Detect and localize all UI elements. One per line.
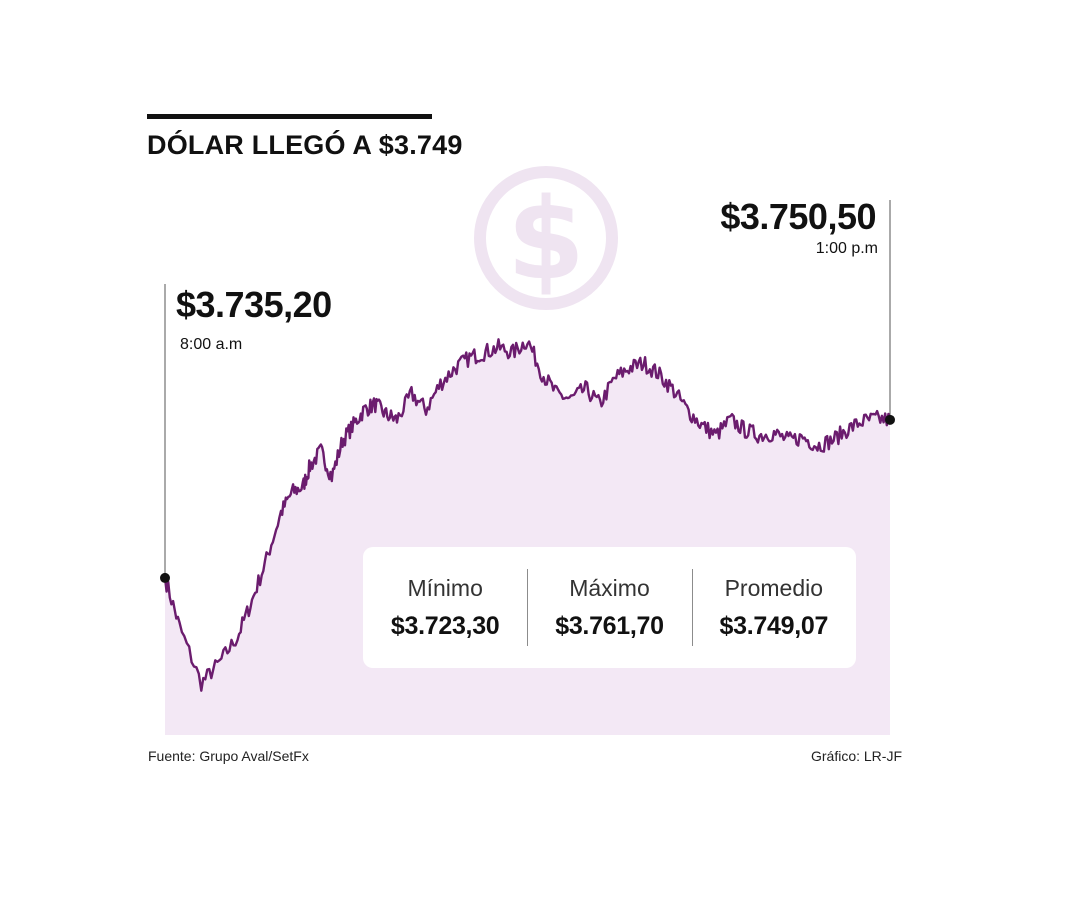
- end-point: [885, 414, 895, 425]
- stat-maximum: Máximo $3.761,70: [527, 547, 691, 668]
- stat-minimum: Mínimo $3.723,30: [363, 547, 527, 668]
- end-time-label: 1:00 p.m: [815, 240, 878, 257]
- stat-value: $3.723,30: [390, 611, 500, 640]
- dollar-coin-icon: $: [474, 166, 618, 310]
- stat-average: Promedio $3.749,07: [691, 547, 856, 668]
- start-price-label: $3.735,20: [176, 284, 332, 325]
- stats-panel: Mínimo $3.723,30 Máximo $3.761,70 Promed…: [363, 547, 856, 668]
- end-price-label: $3.750,50: [720, 196, 876, 237]
- graphic-credit: Gráfico: LR-JF: [810, 748, 902, 764]
- chart-title: DÓLAR LLEGÓ A $3.749: [147, 130, 463, 160]
- svg-text:$: $: [507, 175, 585, 305]
- price-line: [163, 338, 892, 692]
- stat-value: $3.761,70: [555, 611, 664, 640]
- stat-value: $3.749,07: [719, 611, 829, 640]
- title-rule: [147, 114, 432, 119]
- start-time-label: 8:00 a.m: [180, 336, 243, 353]
- stat-label: Mínimo: [407, 574, 483, 601]
- stat-label: Promedio: [724, 574, 824, 601]
- stat-label: Máximo: [569, 574, 650, 601]
- source-note: Fuente: Grupo Aval/SetFx: [148, 748, 309, 764]
- start-point: [160, 572, 170, 583]
